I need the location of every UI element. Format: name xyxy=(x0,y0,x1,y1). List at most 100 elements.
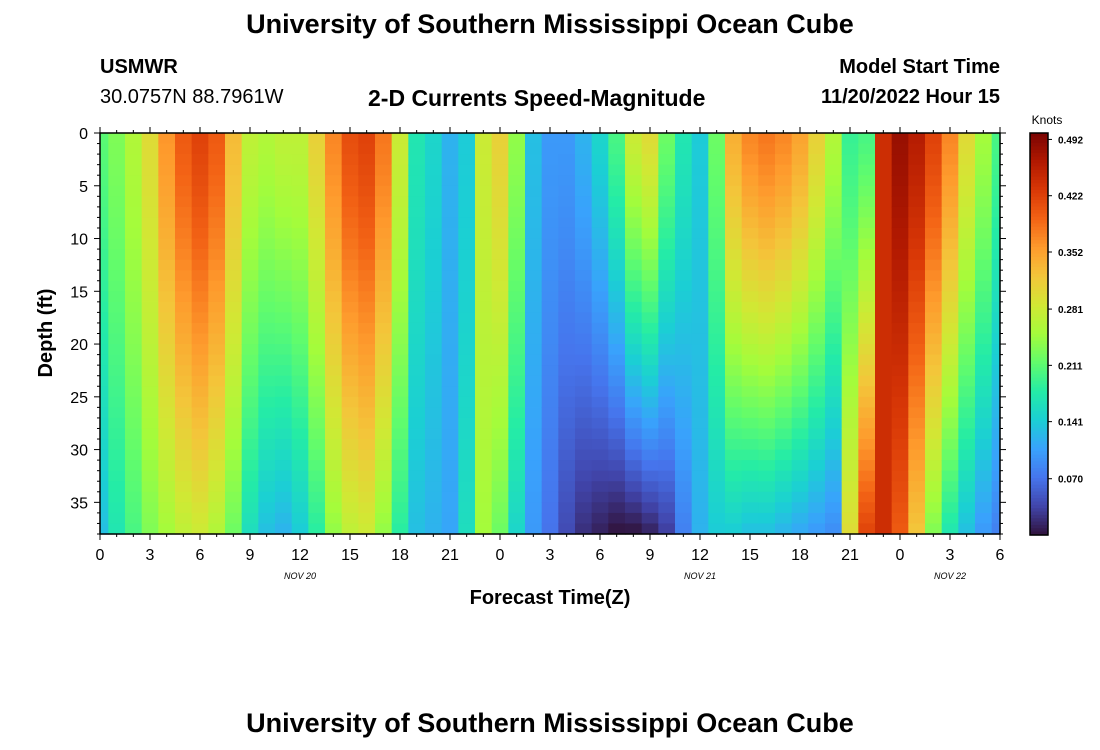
heatmap-cell xyxy=(425,449,443,461)
heatmap-cell xyxy=(425,238,443,250)
heatmap-cell xyxy=(441,491,459,503)
heatmap-cell xyxy=(191,312,209,324)
heatmap-cell xyxy=(291,396,309,408)
heatmap-cell xyxy=(275,502,293,514)
heatmap-cell xyxy=(841,491,859,503)
heatmap-cell xyxy=(991,502,1001,514)
heatmap-cell xyxy=(658,344,676,356)
heatmap-cell xyxy=(225,481,243,493)
heatmap-cell xyxy=(541,491,559,503)
heatmap-cell xyxy=(375,206,393,219)
heatmap-cell xyxy=(825,375,843,387)
heatmap-cell xyxy=(808,249,826,261)
heatmap-cell xyxy=(608,238,626,250)
heatmap-cell xyxy=(508,491,526,503)
heatmap-cell xyxy=(941,491,959,503)
heatmap-cell xyxy=(508,523,526,535)
heatmap-cell xyxy=(708,227,726,240)
heatmap-cell xyxy=(891,196,909,208)
heatmap-cell xyxy=(100,312,109,324)
colorbar-frame xyxy=(1029,132,1049,536)
heatmap-cell xyxy=(241,249,259,261)
heatmap-cell xyxy=(575,354,593,366)
heatmap-cell xyxy=(100,481,109,493)
heatmap-cell xyxy=(775,196,793,208)
heatmap-cell xyxy=(858,312,876,324)
heatmap-cell xyxy=(158,470,176,482)
heatmap-cell xyxy=(475,154,493,166)
heatmap-cell xyxy=(325,523,343,535)
heatmap-cell xyxy=(991,259,1001,271)
heatmap-cell xyxy=(108,280,126,292)
heatmap-cell xyxy=(308,227,326,240)
heatmap-cell xyxy=(991,460,1001,472)
heatmap-cell xyxy=(125,344,143,356)
heatmap-cell xyxy=(858,523,876,535)
heatmap-cell xyxy=(925,291,943,303)
heatmap-cell xyxy=(100,333,109,345)
heatmap-cell xyxy=(508,312,526,324)
heatmap-cell xyxy=(208,217,226,229)
heatmap-cell xyxy=(825,175,843,187)
heatmap-cell xyxy=(658,407,676,419)
heatmap-cell xyxy=(408,460,426,472)
heatmap-cell xyxy=(858,439,876,451)
heatmap-cell xyxy=(175,417,193,430)
heatmap-cell xyxy=(875,206,893,219)
heatmap-cell xyxy=(991,133,1001,145)
heatmap-cell xyxy=(158,344,176,356)
colorbar-segment xyxy=(1030,494,1048,499)
heatmap-cell xyxy=(975,249,993,261)
colorbar-segment xyxy=(1030,243,1048,248)
heatmap-cell xyxy=(758,312,776,324)
y-tick-label: 35 xyxy=(70,495,88,512)
heatmap-cell xyxy=(908,175,926,187)
heatmap-cell xyxy=(658,396,676,408)
heatmap-cell xyxy=(691,164,709,176)
heatmap-cell xyxy=(191,175,209,187)
heatmap-cell xyxy=(658,291,676,303)
x-tick-label: 15 xyxy=(341,547,359,564)
heatmap-cell xyxy=(241,217,259,229)
colorbar-segment xyxy=(1030,270,1048,275)
heatmap-cell xyxy=(975,523,993,535)
heatmap-cell xyxy=(558,417,576,430)
heatmap-cell xyxy=(741,428,759,440)
heatmap-cell xyxy=(591,185,609,197)
heatmap-cell xyxy=(158,291,176,303)
heatmap-cell xyxy=(358,470,376,482)
heatmap-cell xyxy=(725,375,743,387)
heatmap-cell xyxy=(175,396,193,408)
heatmap-cell xyxy=(741,164,759,176)
heatmap-cell xyxy=(458,365,476,377)
heatmap-cell xyxy=(725,291,743,303)
heatmap-cell xyxy=(691,512,709,525)
heatmap-cell xyxy=(208,481,226,493)
heatmap-cell xyxy=(325,312,343,324)
colorbar-segment xyxy=(1030,136,1048,141)
heatmap-cell xyxy=(275,470,293,482)
heatmap-cell xyxy=(908,217,926,229)
heatmap-cell xyxy=(675,460,693,472)
heatmap-cell xyxy=(325,154,343,166)
heatmap-cell xyxy=(975,344,993,356)
heatmap-cell xyxy=(908,280,926,292)
heatmap-cell xyxy=(441,449,459,461)
heatmap-cell xyxy=(208,312,226,324)
heatmap-cell xyxy=(541,280,559,292)
date-label: NOV 21 xyxy=(684,571,716,581)
colorbar-segment xyxy=(1030,380,1048,385)
colorbar-segment xyxy=(1030,491,1048,496)
heatmap-cell xyxy=(841,270,859,282)
heatmap-cell xyxy=(525,333,543,345)
heatmap-cell xyxy=(991,249,1001,261)
x-tick-label: 9 xyxy=(646,547,655,564)
heatmap-cell xyxy=(108,417,126,430)
heatmap-cell xyxy=(308,386,326,398)
heatmap-cell xyxy=(608,365,626,377)
heatmap-cell xyxy=(591,502,609,514)
heatmap-cell xyxy=(825,301,843,313)
heatmap-cell xyxy=(825,238,843,250)
colorbar-segment xyxy=(1030,501,1048,506)
heatmap-cell xyxy=(391,217,409,229)
